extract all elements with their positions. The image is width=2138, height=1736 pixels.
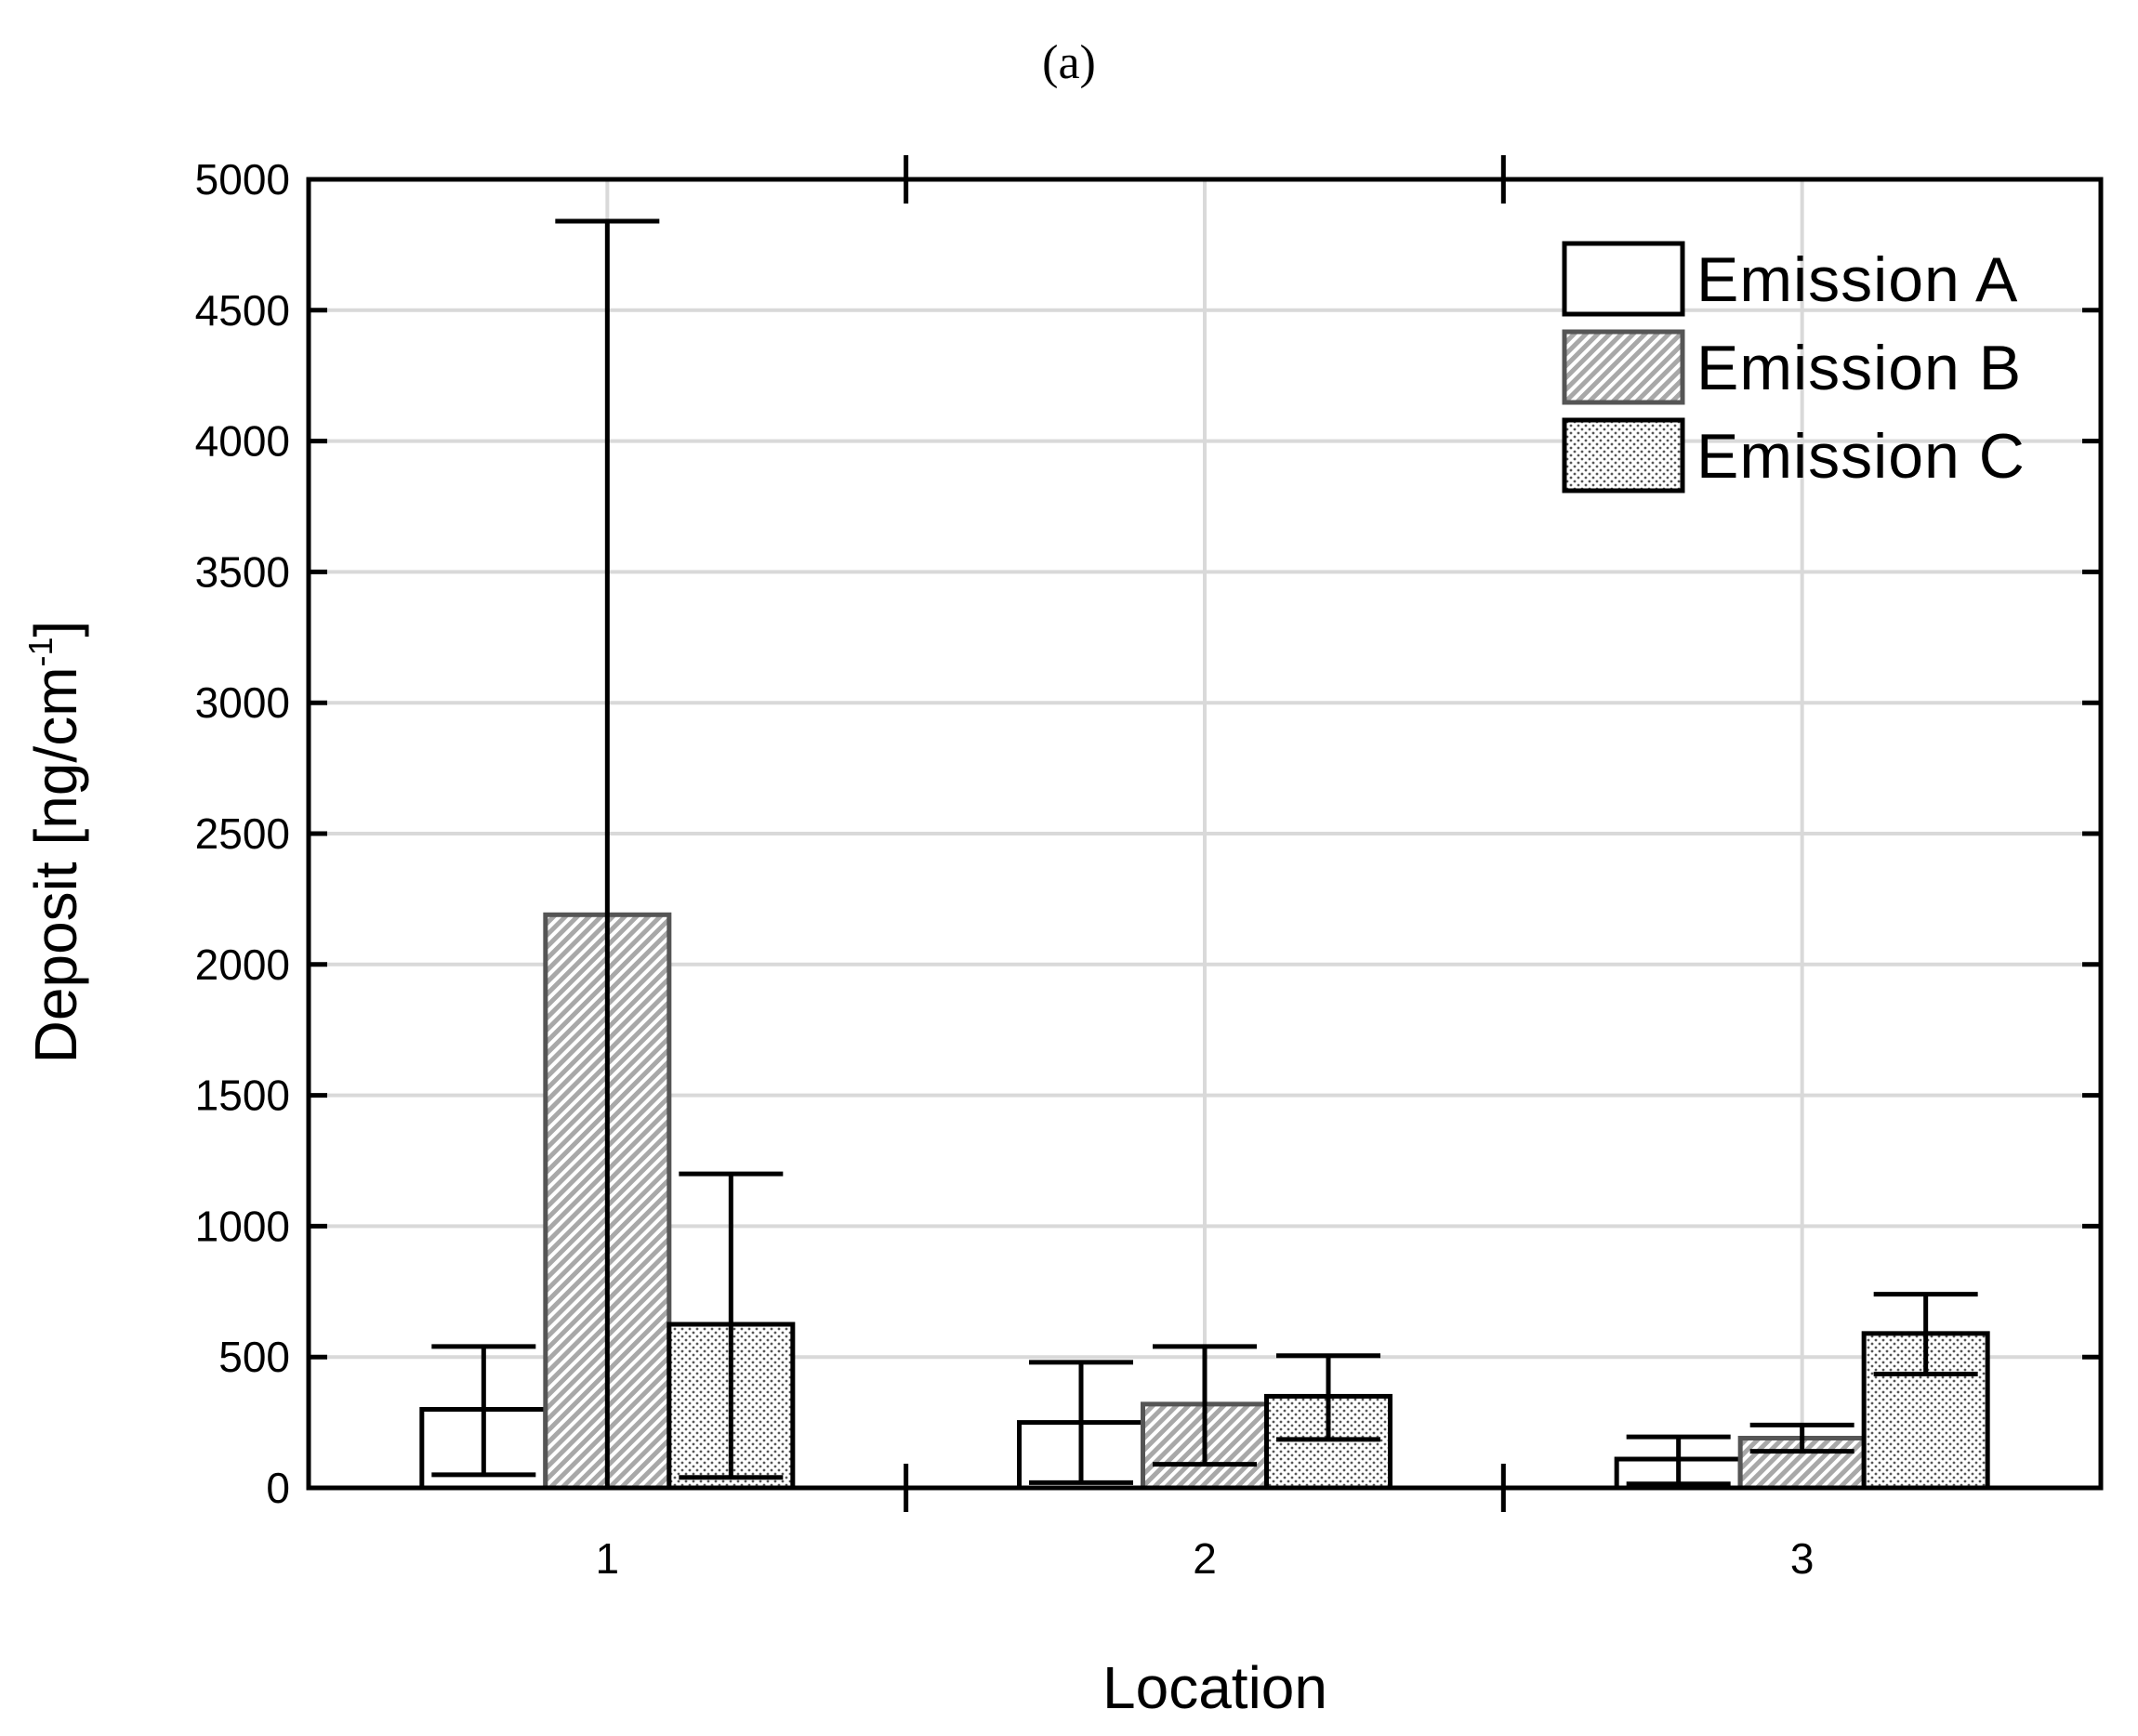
x-tick-label: 2	[1193, 1534, 1217, 1583]
error-bars	[431, 218, 1978, 1491]
y-axis-title-main: Deposit [ng/cm	[22, 666, 89, 1063]
legend: Emission A Emission B Emission C	[1562, 241, 2026, 493]
y-tick-label: 3000	[195, 678, 290, 727]
legend-label: Emission A	[1696, 244, 2018, 315]
y-tick-label: 500	[218, 1333, 290, 1381]
legend-swatch	[1562, 329, 1685, 405]
y-tick-label: 3500	[195, 547, 290, 596]
x-tick-labels: 1 2 3	[596, 1534, 1815, 1583]
y-tick-label: 5000	[195, 155, 290, 204]
y-axis-title: Deposit [ng/cm-1]	[21, 621, 89, 1064]
y-tick-label: 2000	[195, 940, 290, 989]
y-tick-label: 4000	[195, 417, 290, 466]
y-tick-label: 4500	[195, 286, 290, 335]
legend-label: Emission C	[1696, 421, 2026, 492]
legend-swatch	[1562, 241, 1685, 317]
legend-label: Emission B	[1696, 333, 2022, 403]
x-axis-title: Location	[1102, 1654, 1327, 1721]
x-tick-label: 1	[596, 1534, 620, 1583]
axes	[306, 155, 2104, 1512]
x-tick-label: 3	[1790, 1534, 1815, 1583]
y-tick-label: 1500	[195, 1072, 290, 1120]
panel-label: (a)	[1042, 36, 1096, 89]
y-tick-labels: 0 500 1000 1500 2000 2500 3000 3500 4000 4500 5000	[195, 155, 290, 1512]
y-axis-title-superscript: -1	[21, 637, 59, 666]
y-tick-label: 1000	[195, 1202, 290, 1250]
y-axis-title-suffix: ]	[22, 621, 89, 638]
y-tick-label: 2500	[195, 809, 290, 858]
legend-swatch	[1562, 417, 1685, 493]
y-tick-label: 0	[266, 1464, 290, 1512]
